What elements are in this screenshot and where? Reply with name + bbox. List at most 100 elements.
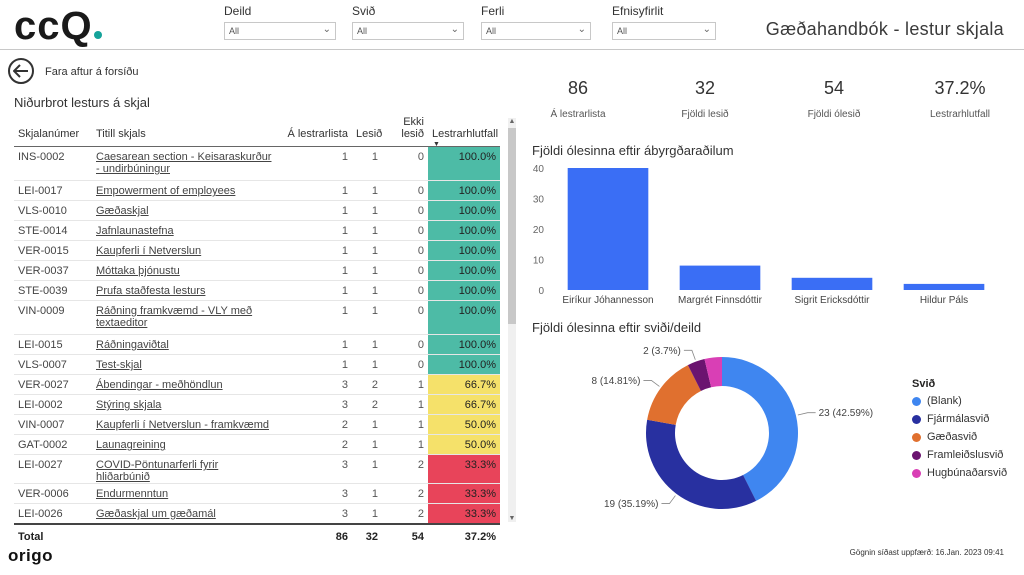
table-row[interactable]: VER-0015 Kaupferli í Netverslun 1 1 0 100.0% xyxy=(14,240,500,261)
cell-read: 1 xyxy=(352,300,382,335)
filter-select-svid[interactable]: All ⌄ xyxy=(352,22,464,40)
legend-item[interactable]: Framleiðslusvið xyxy=(912,449,1007,461)
cell-doc-title[interactable]: Kaupferli í Netverslun - framkvæmd xyxy=(92,414,276,435)
legend-swatch xyxy=(912,414,921,424)
legend-label: (Blank) xyxy=(927,395,962,407)
table-scrollbar[interactable]: ▲ ▼ xyxy=(508,118,516,522)
table-row[interactable]: LEI-0002 Stýring skjala 3 2 1 66.7% xyxy=(14,394,500,415)
back-label[interactable]: Fara aftur á forsíðu xyxy=(45,66,139,78)
y-tick-label: 20 xyxy=(533,225,545,236)
scroll-thumb[interactable] xyxy=(508,128,516,324)
table-row[interactable]: GAT-0002 Launagreining 2 1 1 50.0% xyxy=(14,434,500,455)
total-label: Total xyxy=(14,522,92,548)
filter-label: Efnisyfirlit xyxy=(612,4,664,18)
cell-ratio: 33.3% xyxy=(428,503,500,524)
cell-doc-title[interactable]: Test-skjal xyxy=(92,354,276,375)
cell-doc-title[interactable]: Gæðaskjal um gæðamál xyxy=(92,503,276,524)
cell-doc-title[interactable]: Kaupferli í Netverslun xyxy=(92,240,276,261)
table-row[interactable]: VLS-0007 Test-skjal 1 1 0 100.0% xyxy=(14,354,500,375)
kpi-unread: 54 Fjöldi ólesið xyxy=(774,78,894,120)
cell-doc-id: INS-0002 xyxy=(14,146,92,181)
table-row[interactable]: VER-0037 Móttaka þjónustu 1 1 0 100.0% xyxy=(14,260,500,281)
cell-doc-title[interactable]: Gæðaskjal xyxy=(92,200,276,221)
cell-doc-title[interactable]: Stýring skjala xyxy=(92,394,276,415)
col-header-title[interactable]: Titill skjals xyxy=(92,116,276,147)
label-leader xyxy=(643,380,660,387)
legend-label: Hugbúnaðarsvið xyxy=(927,467,1008,479)
cell-read: 2 xyxy=(352,374,382,395)
report-title: Gæðahandbók - lestur skjala xyxy=(765,19,1004,39)
cell-ratio: 100.0% xyxy=(428,280,500,301)
filter-value: All xyxy=(229,26,240,36)
total-unread: 54 xyxy=(382,522,428,548)
cell-doc-title[interactable]: Endurmenntun xyxy=(92,483,276,504)
table-row[interactable]: LEI-0017 Empowerment of employees 1 1 0 100.0… xyxy=(14,180,500,201)
kpi-label: Fjöldi ólesið xyxy=(807,109,861,120)
cell-doc-title[interactable]: Ráðning framkvæmd - VLY með textaeditor xyxy=(92,300,276,335)
cell-doc-title[interactable]: Ráðningaviðtal xyxy=(92,334,276,355)
kpi-value: 54 xyxy=(823,78,845,98)
cell-unread: 0 xyxy=(382,180,428,201)
legend-item[interactable]: Fjármálasvið xyxy=(912,413,1007,425)
table-row[interactable]: LEI-0015 Ráðningaviðtal 1 1 0 100.0% xyxy=(14,334,500,355)
filter-select-ferli[interactable]: All ⌄ xyxy=(481,22,591,40)
table-row[interactable]: VER-0006 Endurmenntun 3 1 2 33.3% xyxy=(14,483,500,504)
table-row[interactable]: VER-0027 Ábendingar - meðhöndlun 3 2 1 66.7% xyxy=(14,374,500,395)
col-header-id[interactable]: Skjalanúmer xyxy=(14,116,92,147)
col-header-unread[interactable]: Ekki lesið xyxy=(382,116,428,147)
legend-label: Fjármálasvið xyxy=(927,413,990,425)
cell-on-list: 3 xyxy=(276,483,352,504)
bar xyxy=(903,283,985,290)
cell-doc-title[interactable]: Jafnlaunastefna xyxy=(92,220,276,241)
col-header-on-list[interactable]: Á lestrarlista xyxy=(276,116,352,147)
table-row[interactable]: LEI-0026 Gæðaskjal um gæðamál 3 1 2 33.3% xyxy=(14,503,500,524)
back-button[interactable] xyxy=(8,58,34,84)
col-header-read[interactable]: Lesið xyxy=(352,116,382,147)
cell-ratio: 100.0% xyxy=(428,334,500,355)
cell-doc-title[interactable]: Caesarean section - Keisaraskurður - und… xyxy=(92,146,276,181)
cell-doc-title[interactable]: Ábendingar - meðhöndlun xyxy=(92,374,276,395)
cell-doc-id: LEI-0017 xyxy=(14,180,92,201)
cell-ratio: 100.0% xyxy=(428,200,500,221)
table-row[interactable]: LEI-0027 COVID-Pöntunarferli fyrir hliðar… xyxy=(14,454,500,484)
legend-item[interactable]: (Blank) xyxy=(912,395,1007,407)
cell-on-list: 1 xyxy=(276,300,352,335)
scroll-up-icon[interactable]: ▲ xyxy=(508,118,516,125)
col-header-ratio[interactable]: Lestrarhlutfall ▼ xyxy=(428,116,500,148)
table-row[interactable]: STE-0039 Prufa staðfesta lesturs 1 1 0 100.0% xyxy=(14,280,500,301)
total-ratio: 37.2% xyxy=(428,522,500,548)
table-row[interactable]: INS-0002 Caesarean section - Keisaraskurð… xyxy=(14,146,500,181)
filter-select-deild[interactable]: All ⌄ xyxy=(224,22,336,40)
total-on-list: 86 xyxy=(276,522,352,548)
cell-doc-id: VER-0015 xyxy=(14,240,92,261)
label-leader xyxy=(661,495,676,504)
cell-read: 1 xyxy=(352,240,382,261)
cell-doc-title[interactable]: COVID-Pöntunarferli fyrir hliðarbúnið xyxy=(92,454,276,484)
cell-unread: 0 xyxy=(382,280,428,301)
cell-doc-title[interactable]: Empowerment of employees xyxy=(92,180,276,201)
cell-doc-title[interactable]: Móttaka þjónustu xyxy=(92,260,276,281)
cell-ratio: 50.0% xyxy=(428,434,500,455)
cell-doc-title[interactable]: Prufa staðfesta lesturs xyxy=(92,280,276,301)
table-row[interactable]: VLS-0010 Gæðaskjal 1 1 0 100.0% xyxy=(14,200,500,221)
donut-slice xyxy=(722,357,798,501)
cell-on-list: 1 xyxy=(276,180,352,201)
filter-label: Ferli xyxy=(481,4,505,18)
cell-read: 1 xyxy=(352,503,382,524)
table-row[interactable]: VIN-0009 Ráðning framkvæmd - VLY með text… xyxy=(14,300,500,335)
ccq-logo: ccQ xyxy=(14,6,102,46)
cell-read: 1 xyxy=(352,334,382,355)
scroll-down-icon[interactable]: ▼ xyxy=(508,515,516,522)
cell-doc-title[interactable]: Launagreining xyxy=(92,434,276,455)
filter-label: Deild xyxy=(224,4,252,18)
legend-item[interactable]: Hugbúnaðarsvið xyxy=(912,467,1007,479)
cell-ratio: 100.0% xyxy=(428,180,500,201)
kpi-on-list: 86 Á lestrarlista xyxy=(518,78,638,120)
table-row[interactable]: STE-0014 Jafnlaunastefna 1 1 0 100.0% xyxy=(14,220,500,241)
cell-on-list: 1 xyxy=(276,354,352,375)
legend-item[interactable]: Gæðasvið xyxy=(912,431,1007,443)
filter-select-efnisyfirlit[interactable]: All ⌄ xyxy=(612,22,716,40)
cell-unread: 0 xyxy=(382,354,428,375)
kpi-value: 37.2% xyxy=(934,78,986,98)
table-row[interactable]: VIN-0007 Kaupferli í Netverslun - framkvæ… xyxy=(14,414,500,435)
